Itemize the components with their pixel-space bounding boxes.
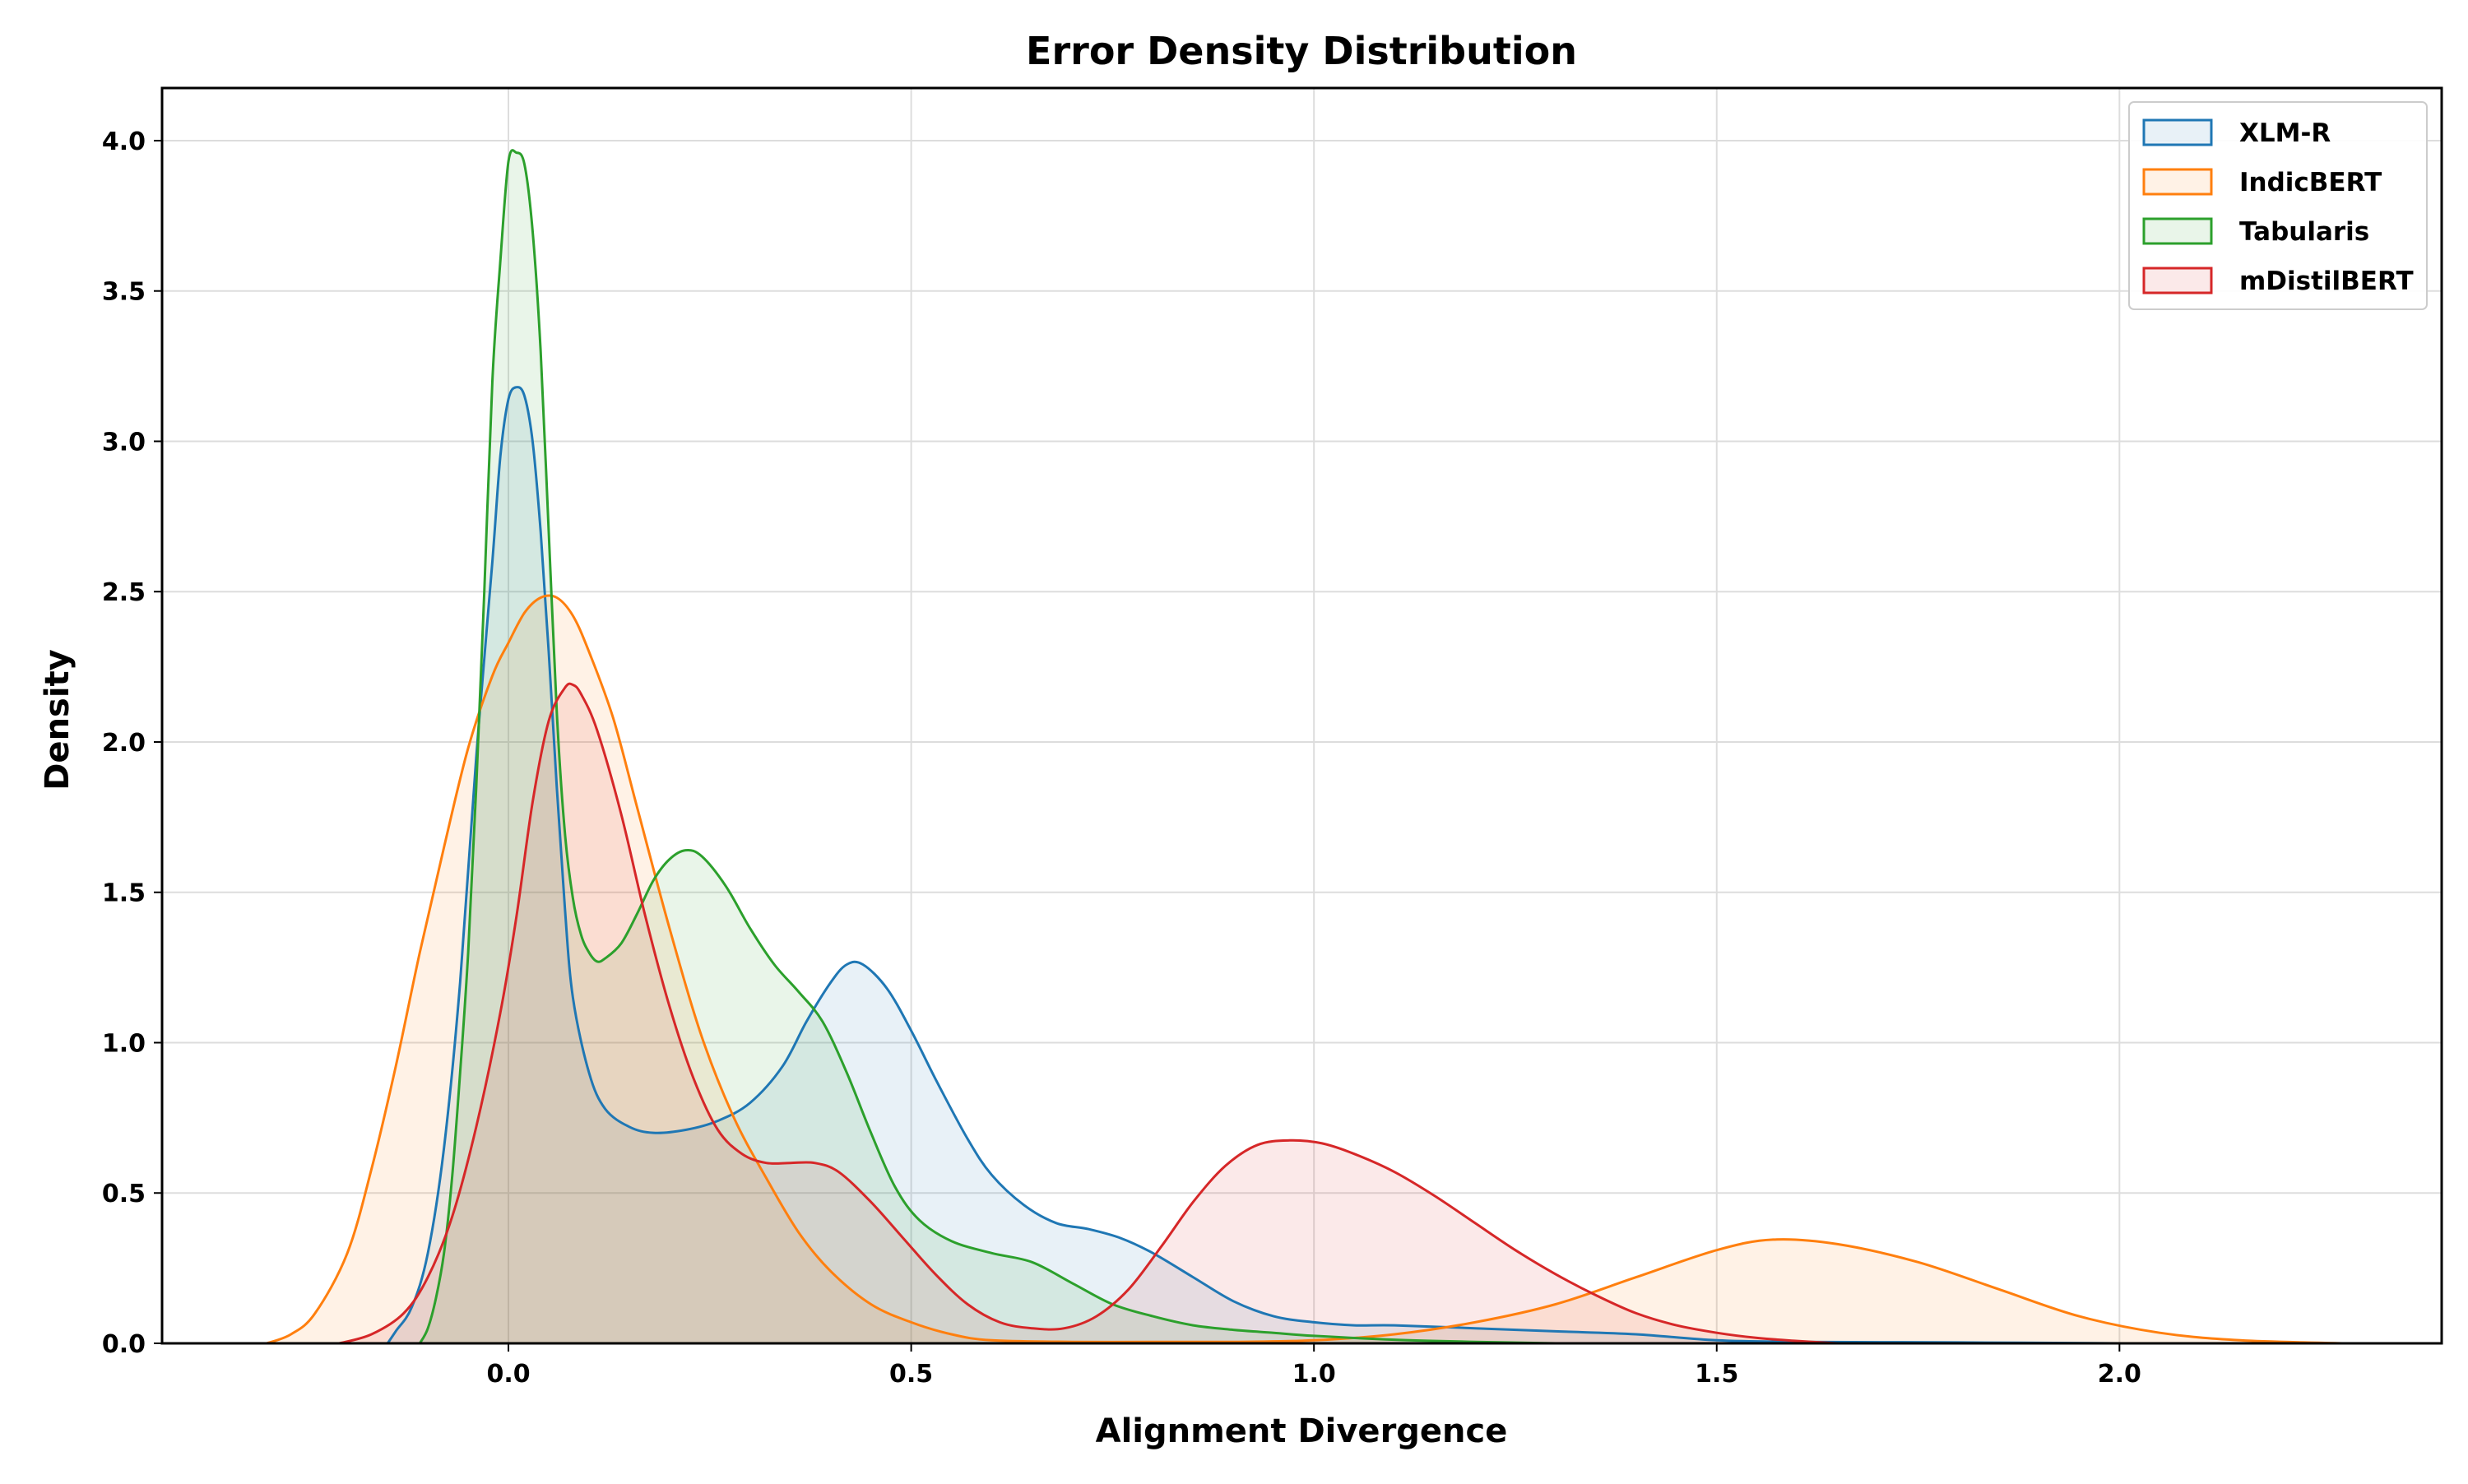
density-line-indicbert [266, 594, 2345, 1345]
legend-swatch [2142, 217, 2213, 245]
density-area-xlm-r [387, 387, 2120, 1343]
x-tick-label: 0.5 [889, 1360, 933, 1389]
y-tick-label: 3.0 [102, 428, 146, 457]
density-area-mdistilbert [339, 684, 1838, 1343]
chart-title: Error Density Distribution [1026, 29, 1577, 73]
y-tick-label: 0.0 [102, 1330, 146, 1359]
x-axis-ticks: 0.0 0.5 1.0 1.5 2.0 [486, 1343, 2141, 1389]
legend-swatch [2142, 168, 2213, 196]
legend-label: XLM-R [2239, 118, 2331, 148]
grid-lines [162, 88, 2442, 1344]
y-tick-label: 0.5 [102, 1180, 146, 1208]
density-area-indicbert [267, 596, 2345, 1343]
series-lines [266, 149, 2345, 1345]
legend-item-xlm-r: XLM-R [2142, 118, 2331, 148]
x-tick-label: 0.0 [486, 1360, 530, 1389]
legend-item-indicbert: IndicBERT [2142, 168, 2382, 197]
density-line-mdistilbert [339, 682, 1838, 1345]
legend-label: Tabularis [2239, 217, 2369, 247]
y-tick-label: 4.0 [102, 128, 146, 156]
x-tick-label: 1.5 [1695, 1360, 1738, 1389]
legend-swatch [2142, 267, 2213, 294]
legend-frame [2128, 101, 2428, 310]
y-tick-label: 3.5 [102, 278, 146, 307]
x-tick-label: 2.0 [2098, 1360, 2141, 1389]
legend-item-mdistilbert: mDistilBERT [2142, 267, 2414, 296]
legend-item-tabularis: Tabularis [2142, 217, 2369, 247]
legend-label: mDistilBERT [2239, 267, 2414, 296]
x-axis-label: Alignment Divergence [1096, 1412, 1508, 1450]
density-line-xlm-r [386, 386, 2120, 1345]
legend-swatch [2142, 118, 2213, 146]
y-tick-label: 1.0 [102, 1029, 146, 1058]
y-tick-label: 2.5 [102, 578, 146, 607]
plot-frame [160, 86, 2443, 1345]
x-tick-label: 1.0 [1292, 1360, 1336, 1389]
y-axis-label: Density [39, 649, 77, 791]
y-axis-ticks: 0.0 0.5 1.0 1.5 2.0 2.5 3.0 3.5 4.0 [102, 128, 162, 1359]
legend: XLM-R IndicBERT Tabularis mDistilBERT [2128, 101, 2428, 310]
y-tick-label: 1.5 [102, 879, 146, 908]
legend-label: IndicBERT [2239, 168, 2382, 197]
density-line-tabularis [418, 149, 1556, 1345]
y-tick-label: 2.0 [102, 729, 146, 758]
